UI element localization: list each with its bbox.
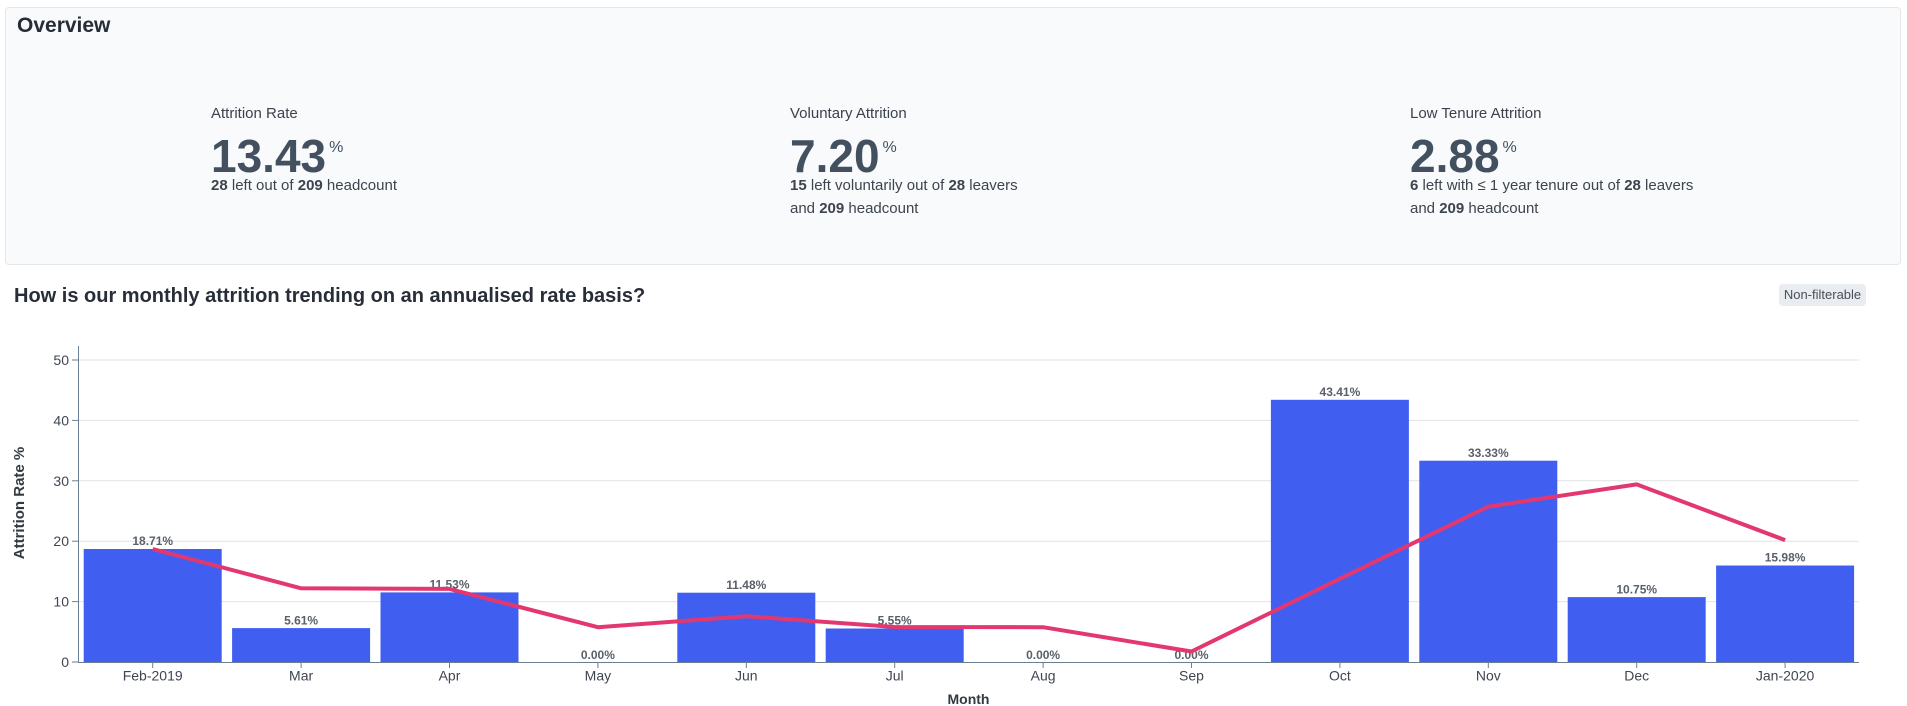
svg-text:Apr: Apr [439, 668, 461, 684]
svg-text:Jul: Jul [886, 668, 904, 684]
svg-text:Dec: Dec [1624, 668, 1649, 684]
svg-text:10.75%: 10.75% [1616, 582, 1657, 596]
svg-text:0.00%: 0.00% [1026, 648, 1060, 662]
svg-text:Nov: Nov [1476, 668, 1501, 684]
svg-text:Attrition Rate %: Attrition Rate % [11, 447, 28, 560]
svg-text:0: 0 [61, 654, 69, 670]
svg-text:Month: Month [948, 691, 990, 706]
svg-text:40: 40 [53, 412, 69, 428]
svg-text:43.41%: 43.41% [1320, 385, 1361, 399]
svg-text:0.00%: 0.00% [581, 648, 615, 662]
svg-text:33.33%: 33.33% [1468, 446, 1509, 460]
svg-text:15.98%: 15.98% [1765, 551, 1806, 565]
svg-text:50: 50 [53, 352, 69, 368]
svg-text:Feb-2019: Feb-2019 [123, 668, 183, 684]
svg-text:Aug: Aug [1031, 668, 1056, 684]
svg-text:30: 30 [53, 473, 69, 489]
svg-text:11.48%: 11.48% [726, 578, 766, 592]
svg-text:5.61%: 5.61% [284, 613, 318, 627]
svg-text:20: 20 [53, 533, 69, 549]
svg-text:10: 10 [53, 594, 69, 610]
svg-text:Sep: Sep [1179, 668, 1204, 684]
svg-text:18.71%: 18.71% [132, 534, 173, 548]
svg-text:Oct: Oct [1329, 668, 1351, 684]
svg-text:May: May [585, 668, 611, 684]
svg-text:Jun: Jun [735, 668, 758, 684]
svg-text:Mar: Mar [289, 668, 313, 684]
svg-text:5.55%: 5.55% [878, 614, 912, 628]
svg-text:Jan-2020: Jan-2020 [1756, 668, 1815, 684]
